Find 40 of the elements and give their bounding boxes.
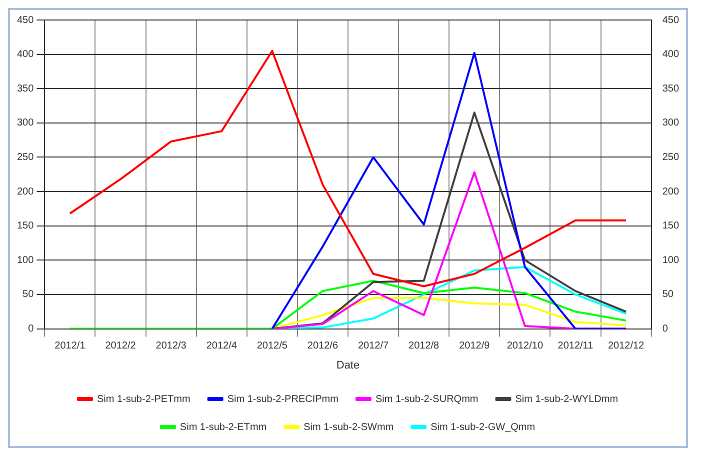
legend-label: Sim 1-sub-2-WYLDmm — [515, 394, 618, 405]
y-tick-label: 150 — [16, 220, 34, 232]
y2-tick-label: 300 — [662, 118, 680, 129]
y-tick-label: 0 — [28, 324, 34, 335]
y2-tick-label: 250 — [662, 152, 680, 163]
x-tick-label: 2012/6 — [307, 340, 338, 352]
legend-label: Sim 1-sub-2-SURQmm — [375, 394, 478, 405]
y-tick-label: 250 — [16, 152, 34, 163]
y-tick-label: 450 — [16, 14, 34, 26]
x-tick-label: 2012/3 — [156, 340, 187, 352]
y2-tick-label: 150 — [662, 220, 680, 232]
x-tick-label: 2012/8 — [408, 340, 440, 352]
y-tick-label: 200 — [16, 186, 34, 198]
x-tick-label: 2012/5 — [256, 340, 288, 352]
x-tick-label: 2012/7 — [358, 340, 390, 352]
y2-tick-label: 50 — [662, 289, 674, 300]
legend-label: Sim 1-sub-2-PRECIPmm — [227, 394, 338, 405]
x-tick-label: 2012/12 — [608, 340, 645, 352]
x-tick-label: 2012/4 — [206, 340, 238, 352]
x-tick-label: 2012/11 — [558, 340, 594, 352]
y-tick-label: 300 — [16, 118, 34, 129]
y2-tick-label: 0 — [662, 324, 668, 335]
y-tick-label: 400 — [16, 49, 34, 60]
y-tick-label: 100 — [16, 254, 34, 266]
y-tick-label: 350 — [16, 83, 34, 94]
x-tick-label: 2012/10 — [506, 340, 544, 352]
y2-tick-label: 100 — [662, 254, 680, 266]
legend-label: Sim 1-sub-2-GW_Qmm — [430, 422, 536, 433]
x-tick-label: 2012/1 — [54, 340, 86, 352]
legend-label: Sim 1-sub-2-SWmm — [304, 422, 394, 433]
y2-tick-label: 400 — [662, 49, 680, 60]
y2-tick-label: 450 — [662, 14, 680, 26]
x-axis-title: Date — [336, 359, 360, 372]
y2-tick-label: 200 — [662, 186, 680, 198]
x-tick-label: 2012/9 — [459, 340, 490, 352]
legend-label: Sim 1-sub-2-ETmm — [180, 422, 267, 433]
legend-label: Sim 1-sub-2-PETmm — [96, 394, 190, 405]
y2-tick-label: 350 — [662, 83, 680, 94]
y-tick-label: 50 — [22, 289, 34, 300]
x-tick-label: 2012/2 — [105, 340, 136, 352]
